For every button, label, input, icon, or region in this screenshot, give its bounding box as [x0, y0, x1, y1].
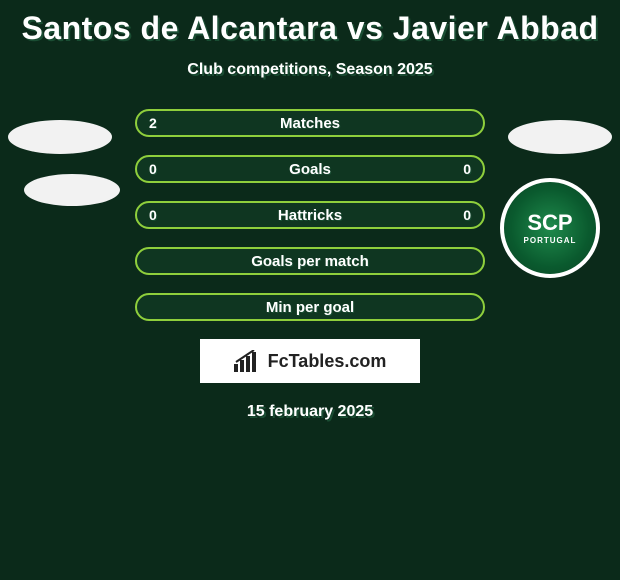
player-left-badge-1	[8, 120, 112, 154]
player-right-badge	[508, 120, 612, 154]
brand-text: FcTables.com	[268, 351, 387, 372]
club-logo-subtext: PORTUGAL	[524, 236, 577, 245]
stat-row-hattricks: 0 Hattricks 0	[135, 201, 485, 229]
stat-row-min-per-goal: Min per goal	[135, 293, 485, 321]
stat-label: Goals	[137, 161, 483, 178]
stat-label: Goals per match	[137, 253, 483, 270]
brand-box: FcTables.com	[200, 339, 420, 383]
brand-bars-icon	[234, 350, 262, 372]
club-logo-text: SCP	[524, 212, 577, 234]
stat-row-goals-per-match: Goals per match	[135, 247, 485, 275]
date-text: 15 february 2025	[0, 403, 620, 421]
stat-label: Matches	[137, 115, 483, 132]
stat-row-matches: 2 Matches	[135, 109, 485, 137]
stats-container: 2 Matches 0 Goals 0 0 Hattricks 0 Goals …	[135, 109, 485, 321]
stat-right-value: 0	[451, 161, 471, 177]
club-logo: SCP PORTUGAL	[500, 178, 600, 278]
stat-left-value: 0	[149, 161, 169, 177]
player-left-badge-2	[24, 174, 120, 206]
stat-label: Hattricks	[137, 207, 483, 224]
subtitle: Club competitions, Season 2025	[0, 61, 620, 79]
stat-row-goals: 0 Goals 0	[135, 155, 485, 183]
stat-right-value: 0	[451, 207, 471, 223]
stat-left-value: 2	[149, 115, 169, 131]
stat-label: Min per goal	[137, 299, 483, 316]
stat-left-value: 0	[149, 207, 169, 223]
page-title: Santos de Alcantara vs Javier Abbad	[0, 0, 620, 47]
